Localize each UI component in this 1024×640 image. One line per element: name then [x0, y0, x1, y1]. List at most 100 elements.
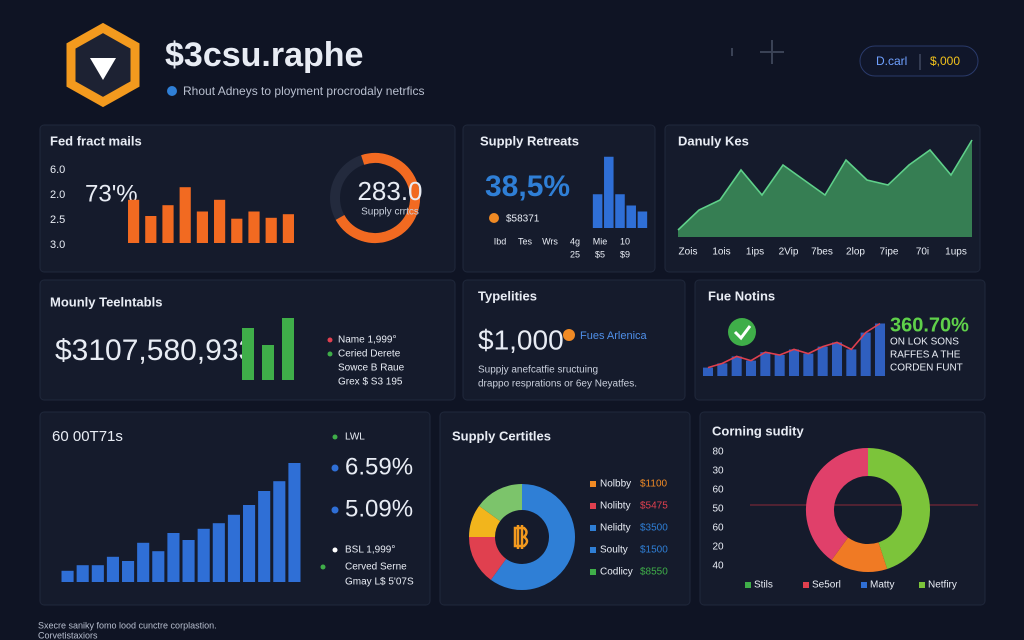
bar	[243, 505, 256, 582]
bar	[197, 528, 210, 582]
panel-title: Fue Notins	[708, 288, 775, 303]
dot	[327, 337, 333, 343]
account-pill	[859, 45, 979, 77]
legend-label: Nolbby	[600, 479, 631, 490]
dot	[728, 318, 756, 346]
bar	[592, 194, 603, 228]
axis-label: 20	[712, 542, 724, 553]
legend-item: Name 1,999°	[338, 335, 396, 346]
donut-segment	[867, 448, 930, 569]
x-sublabel: $5	[595, 249, 605, 259]
dot	[331, 506, 339, 514]
note: CORDEN FUNT	[890, 363, 963, 374]
gauge-arc	[335, 153, 420, 243]
bar	[145, 216, 157, 243]
legend-amount: $8550	[640, 567, 668, 578]
legend-swatch	[590, 481, 596, 487]
panel-title: Supply Certitles	[452, 428, 551, 443]
note: ON LOK SONS	[890, 337, 959, 348]
column	[702, 367, 714, 376]
area	[678, 140, 972, 237]
legend-swatch	[803, 582, 809, 588]
donut-segment	[469, 505, 501, 538]
x-sublabel: 25	[570, 249, 580, 259]
axis-label: 2.0	[50, 189, 65, 201]
donut-segment	[806, 448, 869, 561]
bar	[242, 328, 254, 380]
legend-swatch	[590, 525, 596, 531]
bar	[162, 205, 174, 243]
legend-label: Codlicy	[600, 567, 633, 578]
app-title: $3csu.raphe	[165, 36, 363, 74]
x-label: Mie	[593, 236, 608, 246]
legend-item: BSL 1,999°	[345, 545, 395, 556]
bar	[227, 514, 240, 582]
panel	[699, 411, 986, 606]
legend-amount: $1100	[640, 479, 668, 490]
legend-item: Matty	[870, 580, 894, 591]
legend-item: 5.09%	[345, 495, 413, 522]
bar	[167, 533, 180, 582]
x-label: 1ups	[945, 247, 967, 258]
axis-label: 30	[712, 466, 724, 477]
bar	[137, 542, 150, 582]
panel-title: Danuly Kes	[678, 133, 749, 148]
bar	[626, 205, 636, 228]
donut-segment	[831, 537, 888, 572]
axis-label: 50	[712, 504, 724, 515]
column	[803, 353, 814, 376]
bar	[231, 218, 243, 243]
logo-mark	[90, 58, 116, 80]
panel	[462, 279, 686, 401]
donut-segment	[469, 536, 507, 580]
bar	[76, 565, 89, 582]
description: drappo resprations or 6ey Neyatfes.	[478, 379, 637, 390]
panel-title: Supply Retreats	[480, 133, 579, 148]
balance: $,000	[930, 54, 960, 68]
bar	[273, 481, 286, 582]
legend-amount: $5475	[640, 501, 668, 512]
column	[860, 332, 871, 376]
gauge-caption: Supply crrtcs	[361, 207, 419, 218]
column	[774, 355, 785, 376]
bar	[196, 211, 208, 243]
column	[831, 342, 843, 376]
x-sublabel: $9	[620, 249, 630, 259]
dot	[332, 547, 338, 553]
note: RAFFES A THE	[890, 350, 961, 361]
x-label: 4g	[570, 236, 580, 246]
bar	[288, 463, 301, 582]
legend-item: Ceried Derete	[338, 349, 401, 360]
legend-label: Nelidty	[600, 523, 631, 534]
check	[733, 325, 752, 341]
line	[677, 139, 973, 231]
dot	[167, 86, 177, 96]
column	[760, 352, 771, 376]
x-label: 1ois	[712, 247, 730, 258]
column	[717, 363, 728, 376]
legend-item: Grex $ S3 195	[338, 377, 403, 388]
stat: 360.70%	[890, 314, 969, 336]
bar	[282, 214, 294, 243]
bar	[179, 187, 191, 243]
bar	[122, 561, 135, 582]
panel-title: Corning sudity	[712, 423, 804, 438]
stat: $3107,580,933	[55, 334, 255, 367]
column	[874, 323, 886, 376]
axis-label: 60	[712, 523, 724, 534]
stat: $1,000	[478, 324, 564, 355]
bar	[258, 491, 271, 582]
column	[745, 360, 757, 376]
legend-item: Stils	[754, 580, 773, 591]
footer-text: Corvetistaxiors	[38, 630, 98, 640]
bar	[152, 551, 165, 582]
x-label: Wrs	[542, 236, 558, 246]
bar	[212, 523, 225, 582]
panel-title: Typelities	[478, 288, 537, 303]
column	[817, 346, 828, 376]
x-label: Ibd	[494, 236, 507, 246]
legend-item: LWL	[345, 432, 365, 443]
legend-swatch	[861, 582, 867, 588]
dot	[489, 213, 499, 223]
